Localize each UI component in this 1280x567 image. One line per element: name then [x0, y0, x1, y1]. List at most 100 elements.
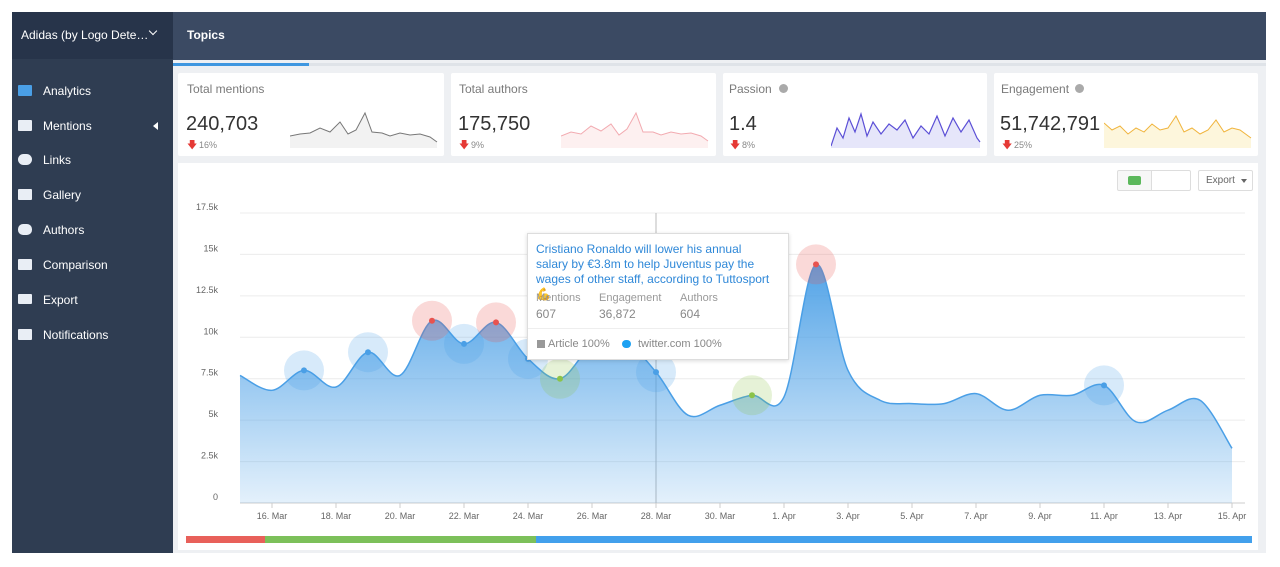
y-tick-label: 0	[213, 492, 218, 502]
sidebar	[12, 12, 173, 553]
divider	[528, 328, 788, 329]
icon	[18, 189, 32, 200]
caret	[1241, 179, 1247, 183]
topic-point	[557, 375, 563, 382]
expand-arrow	[153, 122, 158, 130]
x-tick-label: 11. Apr	[1090, 511, 1118, 521]
nav-item[interactable]: Authors	[43, 223, 85, 237]
topic-point	[653, 369, 659, 376]
kpi-card: Total authors 175,750 🡇 9%	[451, 73, 716, 156]
kpi-value: 1.4	[729, 113, 757, 135]
topic-band	[265, 536, 536, 543]
nav-item[interactable]: Export	[43, 293, 78, 307]
down-arrow: 🡇	[730, 140, 741, 151]
x-tick-label: 26. Mar	[577, 511, 608, 521]
icon	[18, 329, 32, 340]
info-icon[interactable]	[1075, 84, 1084, 93]
x-tick-label: 5. Apr	[900, 511, 924, 521]
tooltip-title[interactable]: Cristiano Ronaldo will lower his annual …	[536, 242, 770, 301]
kpi-change: 25%	[1014, 140, 1033, 150]
tooltip: Cristiano Ronaldo will lower his annual …	[527, 233, 789, 360]
kpi-label: Total authors	[459, 82, 528, 96]
topic-point	[749, 392, 755, 399]
line-toggle[interactable]	[1151, 170, 1191, 191]
down-arrow: 🡇	[459, 140, 470, 151]
kpi-label: Passion	[729, 82, 772, 96]
x-tick-label: 9. Apr	[1028, 511, 1052, 521]
icon	[18, 85, 32, 96]
kpi-label: Engagement	[1001, 82, 1070, 96]
nav-item[interactable]: Analytics	[43, 84, 92, 98]
topic-point	[429, 317, 435, 324]
export-label[interactable]: Export	[1206, 175, 1235, 186]
brand-name[interactable]: Adidas (by Logo Dete…	[21, 28, 149, 42]
stat-label: Mentions	[536, 292, 581, 304]
x-tick-label: 28. Mar	[641, 511, 672, 521]
sparkline	[561, 111, 709, 148]
topic-band	[186, 536, 265, 543]
x-tick-label: 30. Mar	[705, 511, 736, 521]
y-tick-label: 5k	[208, 409, 218, 419]
nav-item[interactable]: Notifications	[43, 328, 109, 342]
nav-item[interactable]: Mentions	[43, 119, 92, 133]
icon	[18, 154, 32, 165]
info-icon[interactable]	[779, 84, 788, 93]
kpi-value: 240,703	[186, 113, 259, 135]
y-tick-label: 7.5k	[201, 368, 219, 378]
kpi-change: 16%	[199, 140, 218, 150]
source: twitter.com 100%	[638, 338, 722, 350]
kpi-change: 8%	[742, 140, 756, 150]
kpi-value: 175,750	[458, 113, 531, 135]
kpi-label: Total mentions	[187, 82, 265, 96]
article-icon	[537, 340, 545, 348]
sparkline	[831, 111, 981, 148]
x-tick-label: 20. Mar	[385, 511, 416, 521]
y-tick-label: 2.5k	[201, 451, 219, 461]
x-tick-label: 22. Mar	[449, 511, 480, 521]
y-tick-label: 10k	[203, 326, 218, 336]
icon	[18, 259, 32, 270]
x-tick-label: 7. Apr	[964, 511, 988, 521]
y-tick-label: 15k	[203, 243, 218, 253]
brand-selector[interactable]	[12, 12, 173, 59]
x-tick-label: 18. Mar	[321, 511, 352, 521]
tab-rule	[309, 63, 1266, 66]
top-bar	[173, 12, 1266, 60]
topic-point	[813, 261, 819, 268]
nav-item[interactable]: Gallery	[43, 188, 82, 202]
stat-label: Authors	[680, 292, 718, 304]
stat-label: Engagement	[599, 292, 662, 304]
kpi-card: Engagement 51,742,791 🡇 25%	[994, 73, 1258, 156]
topic-point	[301, 367, 307, 374]
stat-value: 607	[536, 307, 557, 321]
y-tick-label: 12.5k	[196, 285, 219, 295]
export-button[interactable]: Export	[1198, 170, 1253, 191]
icon	[18, 294, 32, 304]
down-arrow: 🡇	[1002, 140, 1013, 151]
twitter-icon	[622, 340, 631, 348]
topic-point	[493, 319, 499, 326]
stat-value: 604	[680, 307, 701, 321]
topic-point	[365, 349, 371, 356]
nav-item[interactable]: Links	[43, 153, 72, 167]
x-tick-label: 3. Apr	[836, 511, 860, 521]
kpi-change: 9%	[471, 140, 485, 150]
x-tick-label: 13. Apr	[1154, 511, 1183, 521]
icon	[18, 120, 32, 131]
x-tick-label: 24. Mar	[513, 511, 544, 521]
x-tick-label: 1. Apr	[772, 511, 796, 521]
tab[interactable]: Topics	[187, 28, 225, 42]
y-tick-label: 17.5k	[196, 202, 219, 212]
down-arrow: 🡇	[187, 140, 198, 151]
kpi-card: Total mentions 240,703 🡇 16%	[178, 73, 444, 156]
topic-band	[536, 536, 1252, 543]
sparkline	[290, 111, 438, 148]
topic-point	[1101, 382, 1107, 389]
kpi-value: 51,742,791	[1000, 113, 1101, 135]
nav-item[interactable]: Comparison	[43, 258, 108, 272]
stat-value: 36,872	[599, 307, 636, 321]
kpi-card: Passion 1.4 🡇 8%	[723, 73, 987, 156]
tab-underline	[173, 63, 309, 66]
